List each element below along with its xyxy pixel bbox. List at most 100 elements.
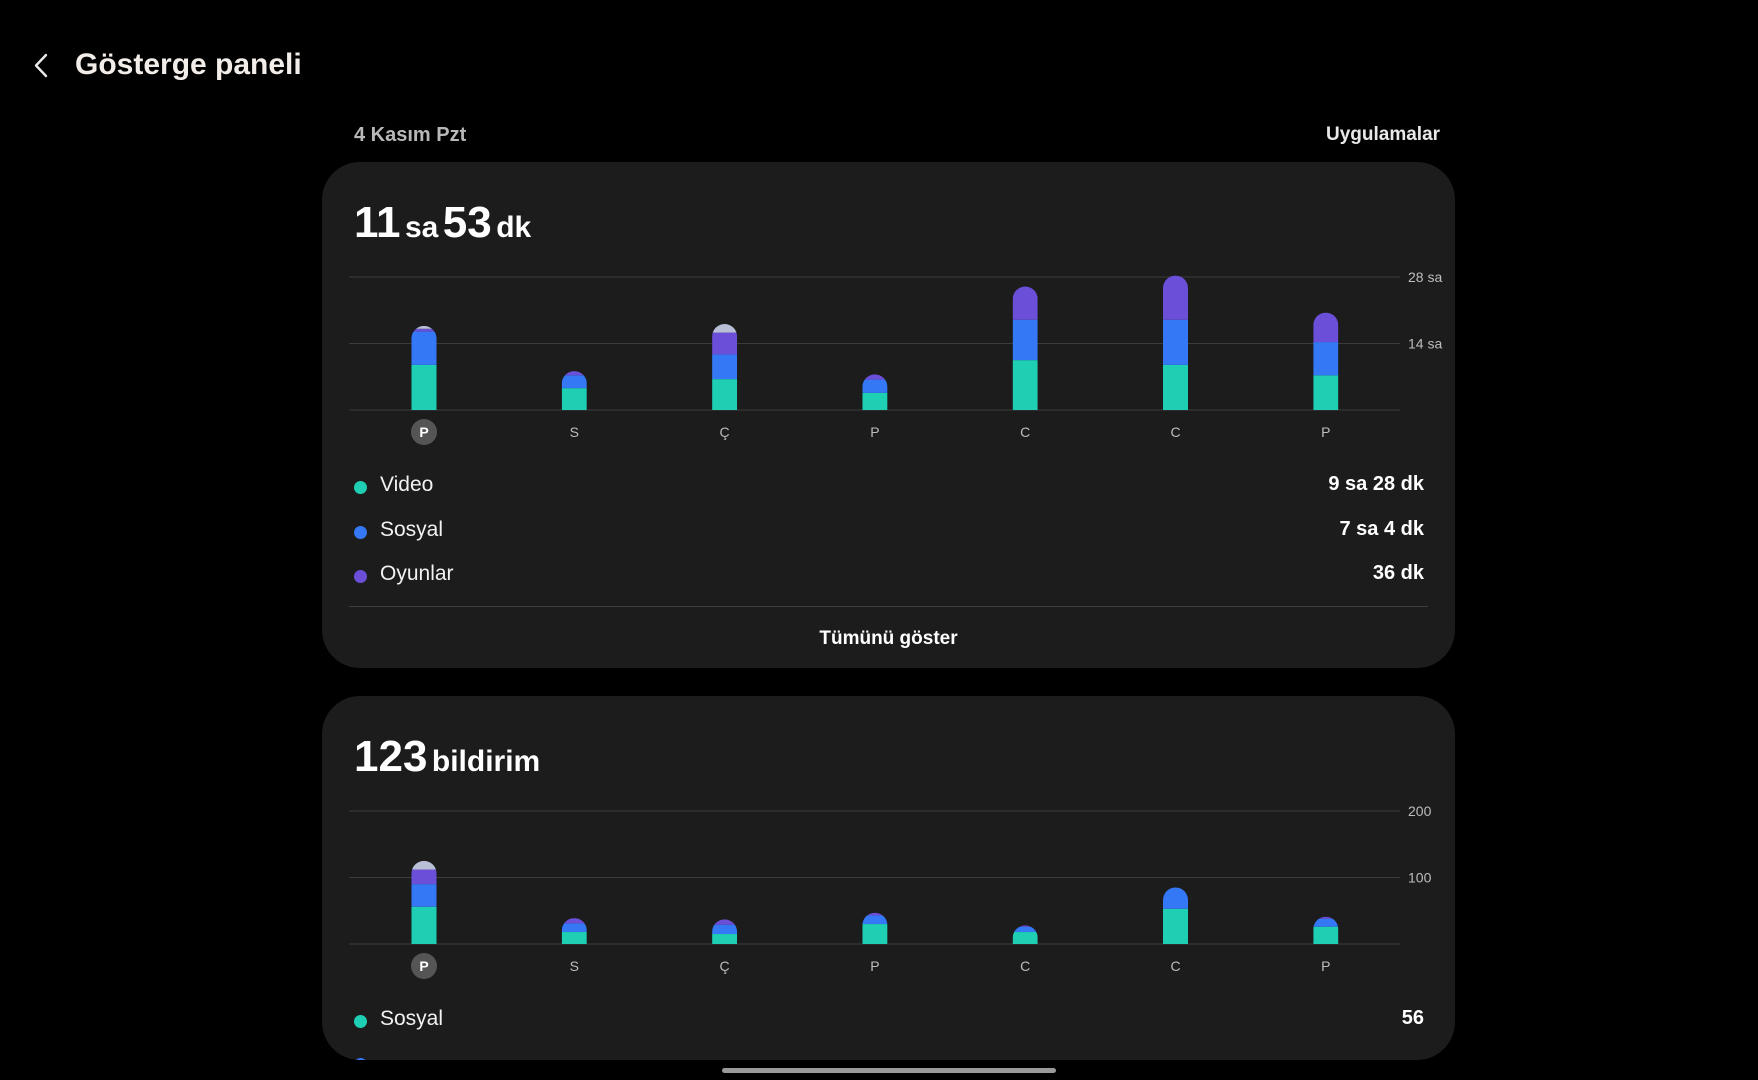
bar-segment-video xyxy=(862,392,888,410)
x-tick-label: C xyxy=(1170,958,1180,974)
bar-segment-oyunlar xyxy=(1313,312,1339,343)
bar-segment-sosyal xyxy=(411,331,437,365)
bar-segment-sosyal xyxy=(712,934,738,944)
header: Gösterge paneli xyxy=(0,0,1758,130)
y-tick-label: 14 sa xyxy=(1408,336,1442,352)
bar-segment-sosyal xyxy=(1163,319,1188,365)
divider xyxy=(349,606,1428,607)
legend-row-partial xyxy=(354,1048,1424,1060)
minutes-unit: dk xyxy=(496,211,532,244)
legend-name: Sosyal xyxy=(380,518,444,541)
bar-segment-sosyal xyxy=(1163,908,1188,944)
bar-stack xyxy=(1163,275,1188,410)
bar-stack xyxy=(712,324,738,410)
x-tick-label: Ç xyxy=(720,424,730,440)
legend-value: 7 sa 4 dk xyxy=(1339,518,1424,540)
y-tick-label: 28 sa xyxy=(1408,269,1442,285)
bar-stack xyxy=(1313,312,1339,410)
bar-segment-oyunlar xyxy=(712,332,738,355)
bar-segment-diğer xyxy=(411,860,437,870)
selected-day-marker xyxy=(411,419,437,445)
x-tick-label: P xyxy=(419,424,428,440)
bar-segment-oyunlar xyxy=(1012,925,1038,927)
bar-stack xyxy=(1163,887,1188,944)
bar-segment-sosyal xyxy=(712,354,738,380)
x-tick-label: C xyxy=(1020,424,1030,440)
screen-time-card[interactable]: 11 sa 53 dk 14 sa 28 sa P S Ç P C C P Video 9 sa… xyxy=(322,162,1455,668)
y-tick-label: 100 xyxy=(1408,870,1432,886)
bar-segment-video xyxy=(1313,375,1339,410)
bar-segment-sosyal xyxy=(862,924,888,944)
hours-unit: sa xyxy=(404,211,439,244)
notifications-total: 123 bildirim xyxy=(354,732,540,782)
selected-day-marker xyxy=(411,953,437,979)
notifications-card[interactable]: 123 bildirim 100 200 P S Ç P C C P Sosyal 56 xyxy=(322,696,1455,1060)
bar-segment-video xyxy=(1163,887,1188,909)
notifications-chart: 100 200 P S Ç P C C P xyxy=(349,803,1432,979)
bar-stack xyxy=(862,374,888,410)
bar-segment-oyunlar xyxy=(1012,286,1038,320)
back-button[interactable] xyxy=(26,46,62,86)
bar-segment-sosyal xyxy=(561,375,587,389)
bar-segment-sosyal xyxy=(561,932,587,944)
notifications-unit: bildirim xyxy=(431,745,541,778)
legend-dot xyxy=(354,1015,367,1028)
bar-segment-oyunlar xyxy=(1163,275,1188,320)
bar-segment-oyunlar xyxy=(561,918,587,924)
bar-segment-video xyxy=(1012,360,1038,410)
bar-segment-oyunlar xyxy=(561,371,587,376)
legend-dot xyxy=(354,526,367,539)
bar-segment-sosyal xyxy=(1012,932,1038,944)
bar-stack xyxy=(1313,916,1339,944)
show-all-button[interactable]: Tümünü göster xyxy=(819,628,958,649)
x-tick-label: C xyxy=(1020,958,1030,974)
chevron-left-icon xyxy=(34,53,48,78)
bar-segment-sosyal xyxy=(1313,926,1339,944)
legend-dot xyxy=(354,481,367,494)
bar-segment-video xyxy=(862,915,888,925)
screen-time-total: 11 sa 53 dk xyxy=(354,198,531,248)
date-label: 4 Kasım Pzt xyxy=(354,124,467,146)
x-tick-label: P xyxy=(870,958,879,974)
bar-segment-sosyal xyxy=(1313,342,1339,376)
legend-name: Video xyxy=(380,473,434,496)
x-tick-label: P xyxy=(419,958,428,974)
bar-stack xyxy=(1012,286,1038,410)
x-tick-label: S xyxy=(570,424,579,440)
bar-segment-oyunlar xyxy=(862,912,888,916)
bar-segment-video xyxy=(561,388,587,410)
x-tick-label: Ç xyxy=(720,958,730,974)
x-tick-label: P xyxy=(870,424,879,440)
bar-segment-oyunlar xyxy=(411,869,437,885)
bar-stack xyxy=(862,912,888,944)
x-tick-label: P xyxy=(1321,424,1330,440)
bar-segment-oyunlar xyxy=(712,919,738,925)
y-tick-label: 200 xyxy=(1408,803,1432,819)
bar-segment-video xyxy=(1313,918,1339,927)
page-title: Gösterge paneli xyxy=(75,48,302,81)
legend-name: Oyunlar xyxy=(380,562,454,585)
bar-segment-sosyal xyxy=(862,379,888,393)
apps-link[interactable]: Uygulamalar xyxy=(1326,124,1441,145)
x-tick-label: P xyxy=(1321,958,1330,974)
bar-segment-oyunlar xyxy=(411,328,437,332)
bar-segment-video xyxy=(712,924,738,935)
legend-name: Sosyal xyxy=(380,1007,444,1030)
legend-row-oyunlar: Oyunlar 36 dk xyxy=(354,560,1424,590)
bar-stack xyxy=(712,919,738,944)
bar-segment-video xyxy=(411,884,437,907)
bar-segment-video xyxy=(712,379,738,410)
x-tick-label: C xyxy=(1170,424,1180,440)
bar-segment-sosyal xyxy=(1012,319,1038,361)
minutes-value: 53 xyxy=(442,198,492,247)
home-indicator xyxy=(722,1068,1056,1073)
bar-segment-video xyxy=(561,923,587,933)
bar-stack xyxy=(411,325,437,410)
bar-segment-video xyxy=(411,364,437,410)
bar-segment-diğer xyxy=(712,324,738,333)
legend-dot xyxy=(354,1058,367,1060)
legend-value: 36 dk xyxy=(1372,562,1424,584)
legend-dot xyxy=(354,570,367,583)
notifications-count: 123 xyxy=(354,732,428,781)
legend-value: 56 xyxy=(1401,1007,1424,1029)
